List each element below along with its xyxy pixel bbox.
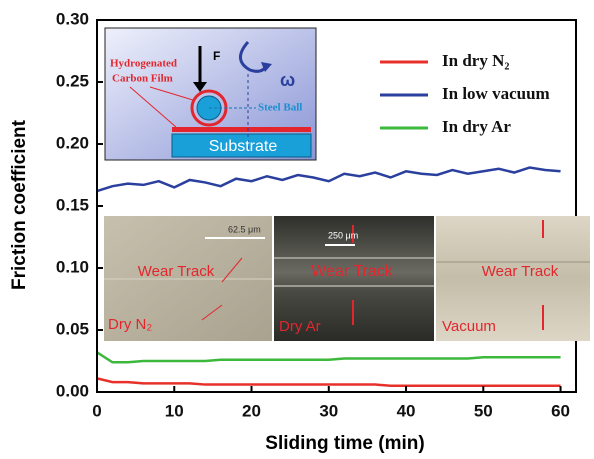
legend-label: In dry Ar [442, 117, 511, 136]
micrographs: 62.5 μm 250 μm Wear Track Wear Track Wea… [104, 216, 590, 341]
pointer [149, 86, 194, 101]
track-label: Wear Track [482, 263, 559, 280]
micrograph [436, 216, 590, 341]
y-axis-label: Friction coefficient [9, 119, 30, 290]
x-tick-label: 50 [474, 401, 493, 420]
series-line [96, 166, 561, 193]
scale-label: 250 μm [328, 230, 358, 240]
x-tick-label: 0 [92, 401, 101, 420]
series-line [96, 351, 561, 364]
micrograph-label: Vacuum [442, 318, 496, 335]
x-tick-label: 60 [551, 401, 570, 420]
pointer [129, 86, 177, 128]
ball-label: Steel Ball [258, 102, 302, 114]
scale-label: 62.5 μm [228, 224, 261, 234]
rotation-arrow [239, 41, 268, 73]
x-tick-label: 20 [242, 401, 261, 420]
x-tick-label: 10 [165, 401, 184, 420]
arrow-head [193, 82, 207, 92]
track-label: Wear Track [138, 263, 215, 280]
y-tick-label: 0.30 [56, 9, 89, 28]
series-line [96, 377, 561, 388]
y-tick-label: 0.10 [56, 257, 89, 276]
film-label: Hydrogenated [110, 58, 177, 70]
rotation-label: ω [280, 70, 295, 90]
legend-label: In dry N₂ [442, 51, 509, 70]
force-label: F [213, 49, 220, 63]
micrograph-label: Dry Ar [279, 318, 321, 335]
y-tick-label: 0.00 [56, 381, 89, 400]
y-tick-label: 0.20 [56, 133, 89, 152]
arrow-head [261, 62, 272, 72]
plot-frame [96, 19, 577, 393]
arrow [221, 257, 243, 283]
y-tick-label: 0.25 [56, 71, 89, 90]
legend-label: In low vacuum [442, 84, 550, 103]
film [172, 127, 311, 132]
track-label: Wear Track [311, 263, 394, 280]
x-tick-label: 40 [397, 401, 416, 420]
arrow [201, 304, 223, 321]
y-tick-label: 0.05 [56, 319, 89, 338]
y-tick-label: 0.15 [56, 195, 89, 214]
film-label: Carbon Film [112, 73, 173, 85]
micrograph-label: Dry N₂ [108, 316, 152, 333]
x-axis-label: Sliding time (min) [265, 433, 424, 454]
schematic-inset: F ω Hydrogenated Carbon Film Steel Ball … [104, 27, 317, 161]
substrate [171, 133, 312, 158]
substrate-label: Substrate [209, 138, 278, 155]
x-tick-label: 30 [319, 401, 338, 420]
